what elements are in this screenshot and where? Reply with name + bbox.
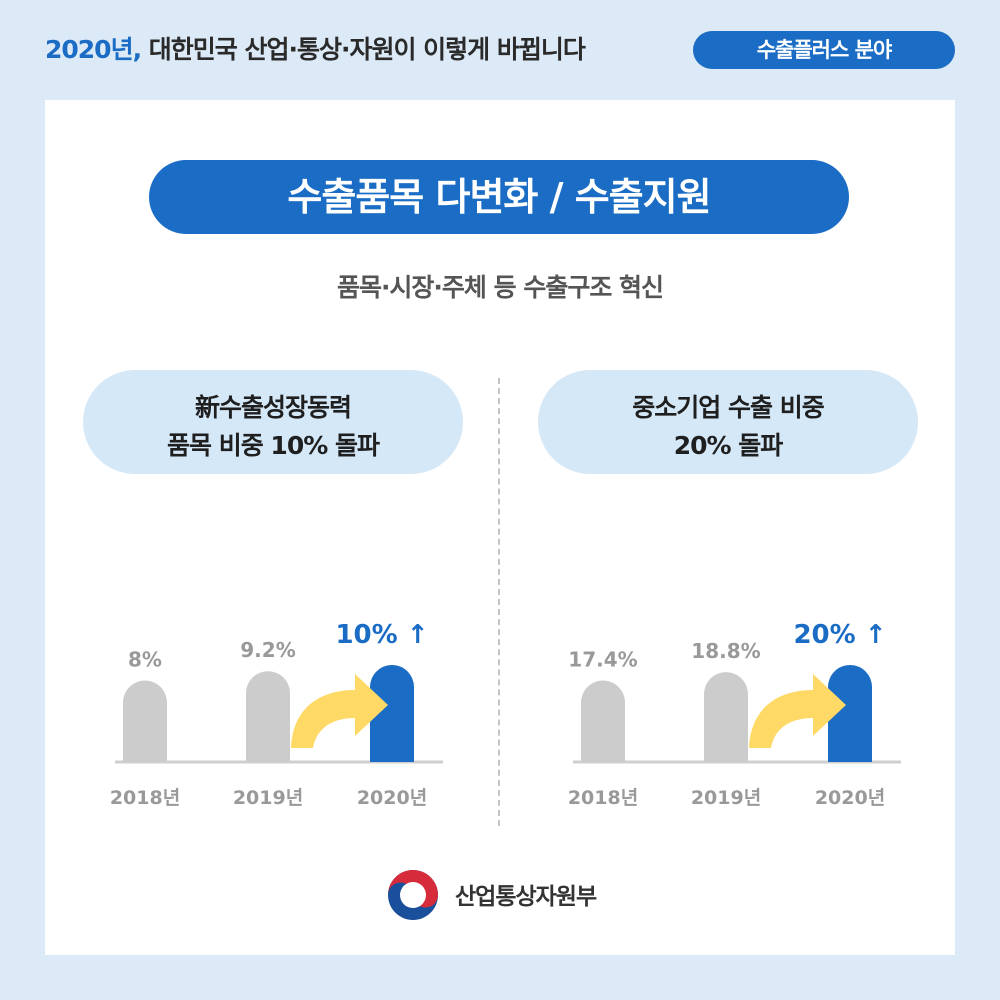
- right-bar-chart: 17.4% 2018년 18.8% 2019년 20% ↑ 2020년: [568, 620, 901, 809]
- page-title-highlight: 2020년,: [45, 35, 142, 64]
- bar-2019년: [704, 672, 748, 762]
- right-panel-header: 중소기업 수출 비중 20% 돌파: [538, 370, 918, 474]
- x-tick-label: 2020년: [357, 787, 427, 809]
- bar-2018년: [581, 680, 625, 762]
- x-tick-label: 2018년: [110, 787, 180, 809]
- bar-value-label: 17.4%: [568, 648, 637, 672]
- bar-2019년: [246, 671, 290, 762]
- growth-arrow-icon: [749, 674, 846, 748]
- bar-value-label: 8%: [128, 648, 162, 672]
- x-tick-label: 2019년: [233, 787, 303, 809]
- bar-value-label: 18.8%: [691, 639, 760, 663]
- growth-arrow-icon: [291, 674, 388, 748]
- x-tick-label: 2020년: [815, 787, 885, 809]
- bar-2020년: [828, 665, 872, 762]
- right-header-line2: 20% 돌파: [673, 431, 784, 460]
- left-bar-chart: 8% 2018년 9.2% 2019년 10% ↑ 2020년: [110, 620, 443, 809]
- x-tick-label: 2019년: [691, 787, 761, 809]
- ministry-name: 산업통상자원부: [455, 884, 597, 910]
- left-header-line2: 품목 비중 10% 돌파: [167, 431, 380, 460]
- page-title: 2020년, 대한민국 산업·통상·자원이 이렇게 바뀝니다: [45, 30, 586, 66]
- right-header-line1: 중소기업 수출 비중: [632, 393, 824, 422]
- bar-2020년: [370, 665, 414, 762]
- ministry-logo: 산업통상자원부: [383, 865, 623, 925]
- category-badge: 수출플러스 분야: [693, 31, 955, 69]
- bar-2018년: [123, 680, 167, 762]
- taegeuk-emblem-icon: [388, 870, 438, 920]
- main-title: 수출품목 다변화 / 수출지원: [149, 160, 849, 234]
- bar-value-label: 20% ↑: [793, 620, 886, 650]
- bar-value-label: 9.2%: [240, 638, 295, 662]
- panel-divider: [498, 378, 500, 826]
- bar-value-label: 10% ↑: [335, 620, 428, 650]
- x-tick-label: 2018년: [568, 787, 638, 809]
- page-title-rest: 대한민국 산업·통상·자원이 이렇게 바뀝니다: [141, 35, 586, 64]
- subtitle: 품목·시장·주체 등 수출구조 혁신: [336, 273, 664, 302]
- left-header-line1: 新수출성장동력: [194, 393, 352, 422]
- left-panel: 新수출성장동력 품목 비중 10% 돌파 8% 2018년 9.2% 2019년 10%…: [65, 370, 485, 850]
- left-panel-header: 新수출성장동력 품목 비중 10% 돌파: [83, 370, 463, 474]
- right-panel: 중소기업 수출 비중 20% 돌파 17.4% 2018년 18.8% 2019년 20…: [523, 370, 943, 850]
- content-card: 수출품목 다변화 / 수출지원 품목·시장·주체 등 수출구조 혁신 新수출성장…: [45, 100, 955, 955]
